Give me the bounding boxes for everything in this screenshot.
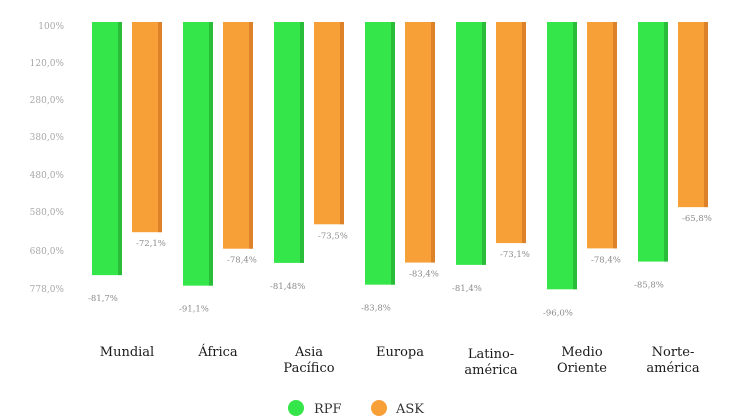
data-label-rpf-6: -96,0% [543,308,573,318]
data-label-rpf-5: -81,4% [452,284,482,294]
y-tick-label: 280,0% [30,96,65,106]
bar-edge-ask-3 [340,22,344,225]
bar-rpf-2 [183,22,213,286]
data-label-ask-3: -73,5% [318,231,348,241]
data-label-rpf-1: -81,7% [88,294,118,304]
category-label: Pacífico [283,361,334,376]
bar-edge-rpf-2 [209,22,213,286]
data-label-ask-4: -83,4% [409,270,439,280]
bar-rpf-6 [547,22,577,290]
bar-edge-rpf-6 [573,22,577,290]
bar-edge-ask-1 [158,22,162,233]
category-label: américa [464,363,517,378]
bar-edge-ask-5 [522,22,526,244]
category-label: Medio [561,345,602,360]
category-label: Oriente [557,361,607,376]
data-label-ask-2: -78,4% [227,256,257,266]
data-label-ask-5: -73,1% [500,250,530,260]
category-label: Asia [294,345,323,360]
legend-marker-rpf [288,400,304,416]
category-label: Europa [376,345,424,360]
y-tick-label: 120,0% [30,59,65,69]
bar-ask-7 [678,22,708,208]
bar-rpf-3 [274,22,304,263]
bar-edge-rpf-1 [118,22,122,276]
bar-edge-rpf-4 [391,22,395,285]
y-tick-label: 100% [38,22,64,32]
bar-ask-3 [314,22,344,225]
category-label: África [197,344,238,360]
data-label-rpf-7: -85,8% [634,281,664,291]
bar-edge-rpf-7 [664,22,668,262]
bar-rpf-4 [365,22,395,285]
bar-ask-5 [496,22,526,244]
data-label-ask-7: -65,8% [682,214,712,224]
legend-label-ask: ASK [395,402,424,417]
y-tick-label: 580,0% [30,208,65,218]
y-axis-tick-labels: 100% 120,0% 280,0% 380,0% 480,0% 580,0% 680,0%… [30,22,65,295]
data-label-ask-6: -78,4% [591,255,621,265]
chart-bars [92,22,708,290]
bar-edge-rpf-5 [482,22,486,265]
bar-ask-4 [405,22,435,263]
data-label-rpf-4: -83,8% [361,304,391,314]
bar-edge-ask-2 [249,22,253,249]
y-tick-label: 480,0% [30,171,65,181]
bar-ask-2 [223,22,253,249]
category-label: Latino- [468,347,514,362]
bar-rpf-5 [456,22,486,265]
bar-ask-1 [132,22,162,233]
bar-rpf-7 [638,22,668,262]
category-label: américa [646,361,699,376]
data-labels: -81,7% -72,1% -91,1% -78,4% -81,48% -73,5% -83… [88,214,712,318]
y-tick-label: 380,0% [30,133,65,143]
y-tick-label: 778,0% [30,285,65,295]
legend-label-rpf: RPF [314,402,342,417]
bar-rpf-1 [92,22,122,276]
bar-edge-ask-7 [704,22,708,208]
data-label-rpf-2: -91,1% [179,305,209,315]
bar-edge-ask-6 [613,22,617,249]
category-label: Norte- [652,345,695,360]
bar-edge-ask-4 [431,22,435,263]
bar-edge-rpf-3 [300,22,304,263]
data-label-rpf-3: -81,48% [270,282,305,292]
legend: RPF ASK [288,400,424,417]
y-tick-label: 680,0% [30,247,65,257]
data-label-ask-1: -72,1% [136,239,166,249]
bar-ask-6 [587,22,617,249]
legend-marker-ask [371,400,387,416]
category-label: Mundial [100,345,154,360]
